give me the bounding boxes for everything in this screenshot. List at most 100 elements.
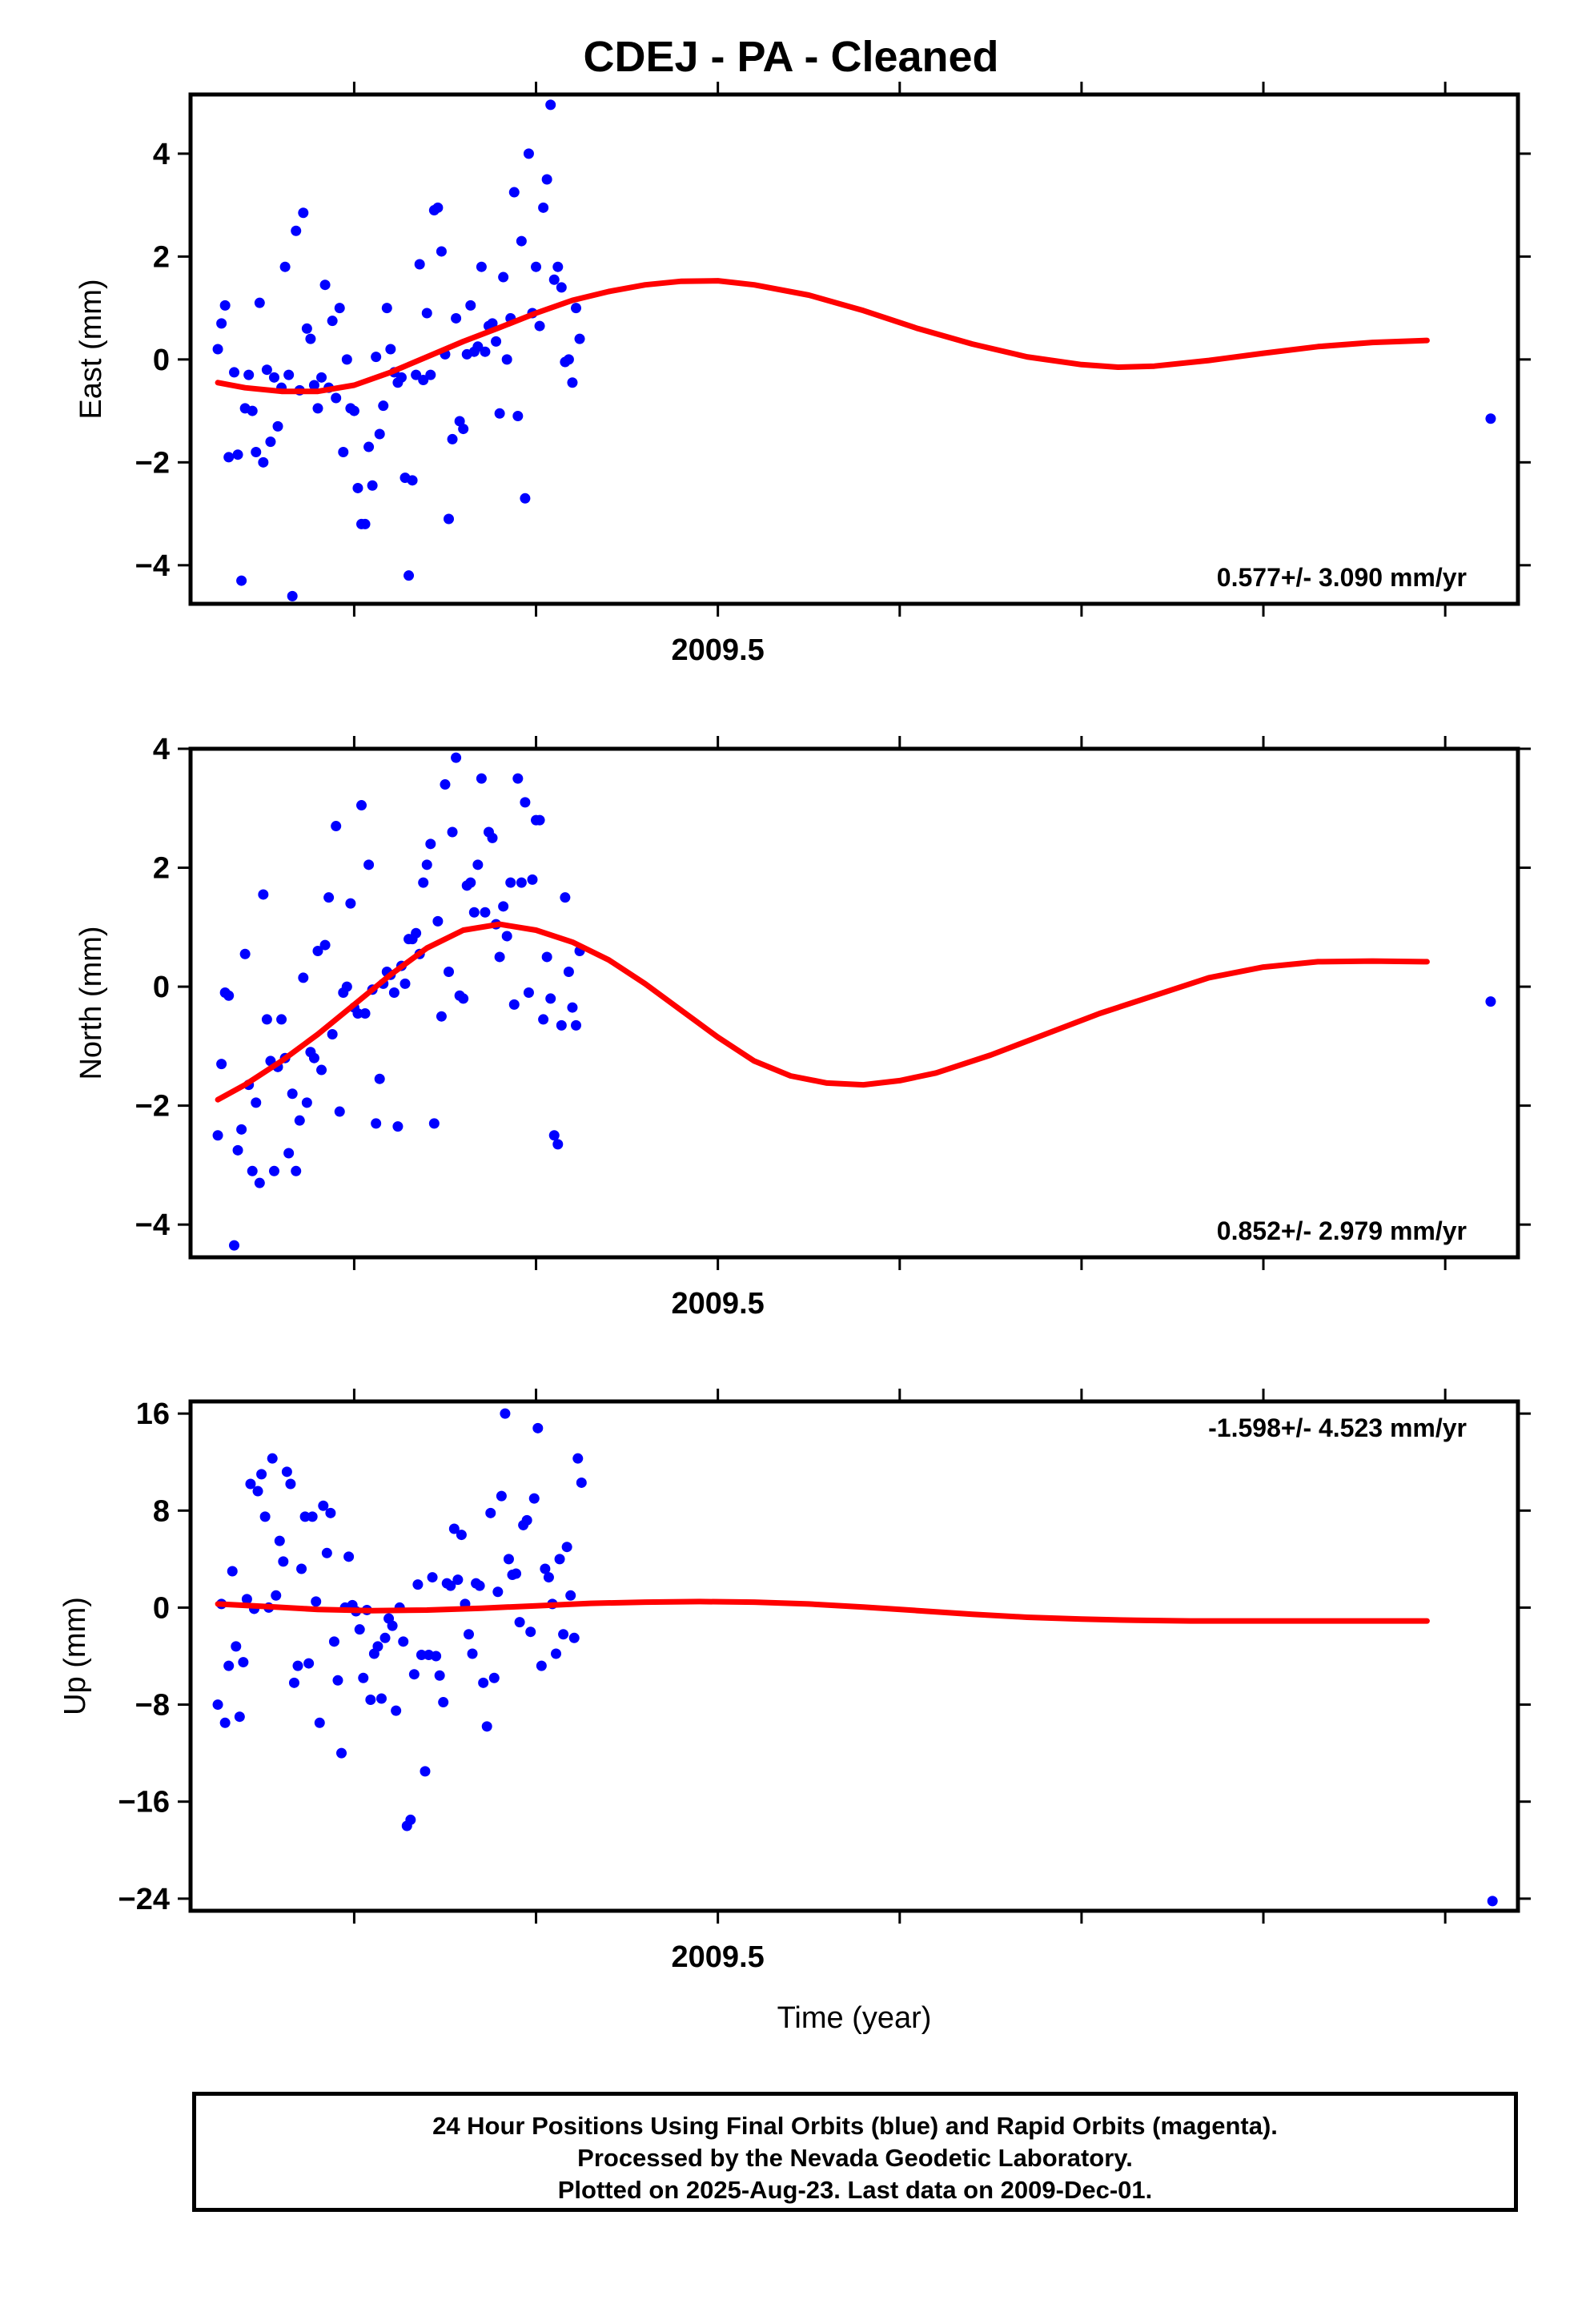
data-point (574, 333, 585, 344)
y-tick-label: −2 (135, 1090, 170, 1124)
data-point (438, 1697, 449, 1708)
data-point (321, 1547, 332, 1558)
data-point (520, 797, 531, 808)
data-point (392, 1121, 404, 1132)
data-point (398, 1636, 409, 1647)
data-point (436, 246, 447, 257)
data-point (567, 377, 578, 388)
data-point (521, 1514, 532, 1526)
data-point (307, 1511, 318, 1522)
data-point (354, 1624, 365, 1635)
data-point (428, 1118, 440, 1129)
data-point (271, 1590, 282, 1601)
data-point (554, 1554, 565, 1565)
data-point (491, 336, 502, 347)
y-tick-label: −4 (135, 1208, 170, 1242)
data-point (243, 369, 255, 380)
data-point (501, 931, 512, 942)
data-point (251, 446, 262, 457)
data-point (312, 403, 323, 414)
y-tick-label: 0 (153, 344, 170, 377)
data-point (563, 967, 574, 978)
data-point (319, 279, 331, 291)
data-point (427, 1572, 438, 1583)
data-point (431, 1651, 442, 1662)
y-tick-label: 8 (153, 1494, 170, 1528)
data-point (512, 411, 524, 422)
data-point (298, 972, 309, 983)
data-point (341, 981, 352, 992)
data-point (400, 978, 411, 989)
data-point (305, 333, 316, 344)
data-point (283, 1148, 295, 1159)
data-point (343, 1551, 355, 1562)
data-point (432, 202, 444, 213)
data-point (276, 1014, 287, 1025)
data-point (420, 1766, 431, 1777)
data-point (498, 271, 509, 283)
y-axis-label: North (mm) (74, 926, 108, 1080)
data-point (287, 1088, 298, 1100)
data-point (545, 99, 556, 111)
data-point (254, 1177, 265, 1188)
data-point (331, 392, 342, 404)
data-point (388, 987, 400, 999)
data-point (223, 452, 235, 463)
data-point (212, 344, 223, 355)
data-point (267, 1453, 278, 1464)
data-point (371, 352, 382, 363)
data-point (448, 1523, 460, 1534)
data-point (503, 1554, 514, 1565)
data-point (492, 1586, 504, 1598)
data-point (434, 1670, 445, 1681)
data-point (476, 261, 487, 272)
data-point (374, 1073, 385, 1084)
data-point (281, 1466, 292, 1478)
data-point (385, 344, 396, 355)
y-axis-label: East (mm) (74, 279, 108, 419)
plot-frame (188, 92, 1520, 606)
data-point (256, 1469, 267, 1480)
data-point (252, 1486, 263, 1497)
data-point (229, 1240, 240, 1251)
data-point (440, 779, 451, 790)
data-point (514, 1617, 525, 1628)
data-point (387, 1620, 398, 1631)
data-point (359, 1007, 371, 1019)
data-point (421, 859, 432, 870)
y-tick-label: 16 (136, 1397, 170, 1431)
data-point (551, 1648, 562, 1659)
data-point (463, 1629, 474, 1640)
data-point (480, 346, 491, 357)
y-tick-label: 4 (153, 733, 170, 766)
data-point (268, 372, 279, 383)
data-point (534, 814, 545, 826)
data-point (451, 312, 462, 324)
data-point (556, 1019, 567, 1031)
data-point (552, 261, 564, 272)
fit-curve (215, 278, 1430, 395)
data-point (338, 446, 349, 457)
data-point (512, 773, 524, 784)
data-point (239, 948, 251, 959)
data-point (456, 1530, 467, 1541)
data-points (212, 1408, 1498, 1907)
data-point (363, 441, 375, 452)
y-tick-label: 0 (153, 1591, 170, 1625)
data-point (341, 354, 352, 365)
data-point (259, 1511, 271, 1522)
data-point (238, 1657, 249, 1668)
data-point (229, 367, 240, 378)
data-point (223, 1660, 235, 1671)
data-point (352, 482, 363, 493)
data-point (474, 1580, 485, 1591)
data-point (274, 1535, 285, 1546)
data-point (468, 907, 480, 918)
rate-annotation: 0.577+/- 3.090 mm/yr (1217, 563, 1467, 592)
data-point (411, 369, 422, 380)
data-point (500, 1408, 511, 1419)
data-point (501, 354, 512, 365)
data-point (279, 261, 291, 272)
data-point (285, 1478, 296, 1490)
